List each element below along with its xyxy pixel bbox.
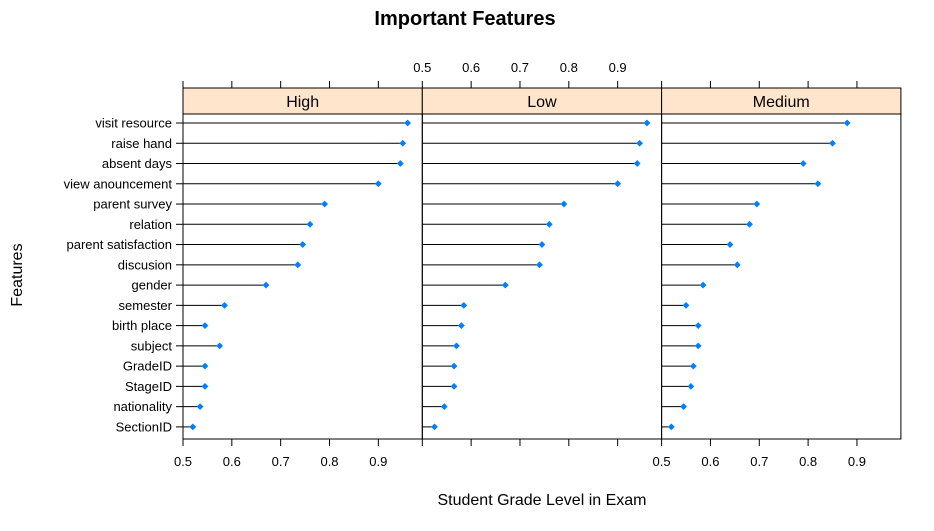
lollipop-point	[399, 139, 407, 147]
lollipop-point	[189, 423, 197, 431]
lollipop-point	[306, 220, 314, 228]
x-tick-label: 0.6	[462, 60, 480, 75]
lollipop-point	[460, 301, 468, 309]
panel-border	[182, 113, 423, 440]
feature-label: relation	[129, 217, 172, 232]
chart-title: Important Features	[374, 8, 555, 30]
x-tick-label: 0.7	[750, 454, 768, 469]
x-tick-label: 0.8	[320, 454, 338, 469]
x-tick-label: 0.5	[174, 454, 192, 469]
feature-label: absent days	[102, 156, 173, 171]
lollipop-point	[536, 261, 543, 269]
lollipop-point	[201, 382, 209, 390]
feature-label: subject	[131, 338, 173, 353]
x-tick-label: 0.7	[272, 454, 290, 469]
lollipop-point	[374, 180, 382, 188]
lollipop-point	[753, 200, 761, 208]
lollipop-point	[799, 160, 807, 167]
lollipop-point	[843, 119, 851, 127]
lollipop-point	[453, 342, 460, 350]
feature-label: GradeID	[123, 359, 172, 374]
lollipop-point	[680, 403, 687, 411]
lollipop-point	[299, 241, 307, 248]
lollipop-point	[201, 322, 209, 329]
lollipop-point	[457, 322, 465, 329]
lollipop-point	[694, 342, 702, 350]
panel-strip-label: Medium	[753, 94, 810, 111]
chart-marks: visit resource raise hand absent days view …	[64, 60, 902, 469]
lollipop-point	[404, 119, 412, 127]
lollipop-point	[201, 362, 209, 370]
lollipop-point	[689, 362, 697, 370]
feature-label: view anouncement	[64, 176, 173, 191]
lollipop-point	[262, 281, 270, 289]
lollipop-point	[450, 362, 458, 370]
feature-label: semester	[119, 298, 173, 313]
panel-strip	[661, 87, 902, 115]
x-tick-label: 0.7	[511, 60, 529, 75]
x-axis-title: Student Grade Level in Exam	[437, 492, 646, 509]
lollipop-point	[538, 241, 546, 248]
lollipop-point	[216, 342, 224, 350]
feature-label: discusion	[118, 257, 172, 272]
feature-label: StageID	[125, 379, 172, 394]
x-tick-label: 0.5	[653, 454, 671, 469]
x-tick-label: 0.9	[848, 454, 866, 469]
x-tick-label: 0.8	[799, 454, 817, 469]
lollipop-point	[396, 160, 404, 167]
feature-label: parent satisfaction	[66, 237, 172, 252]
lollipop-point	[321, 200, 329, 208]
panel-strip-label: High	[286, 94, 319, 111]
lollipop-point	[746, 220, 753, 228]
feature-label: SectionID	[116, 419, 172, 434]
feature-label: gender	[132, 278, 173, 293]
x-tick-label: 0.9	[609, 60, 627, 75]
feature-label: visit resource	[95, 116, 172, 131]
lollipop-point	[440, 403, 448, 411]
lollipop-point	[733, 261, 741, 269]
lollipop-point	[614, 180, 622, 188]
lollipop-point	[699, 281, 707, 289]
lollipop-point	[726, 241, 734, 248]
lollipop-point	[643, 119, 651, 127]
lollipop-point	[636, 139, 644, 147]
panel-border	[421, 113, 663, 440]
lollipop-point	[814, 180, 822, 188]
lollipop-point	[196, 403, 204, 411]
lollipop-point	[694, 322, 702, 329]
lollipop-point	[431, 423, 438, 431]
y-axis-title: Features	[9, 243, 26, 306]
lollipop-point	[545, 220, 553, 228]
feature-label: raise hand	[111, 136, 172, 151]
lollipop-point	[667, 423, 675, 431]
panel-strip-label: Low	[527, 94, 557, 111]
x-tick-label: 0.9	[369, 454, 387, 469]
lollipop-point	[829, 139, 836, 147]
x-tick-label: 0.8	[560, 60, 578, 75]
feature-label: nationality	[113, 399, 172, 414]
lollipop-point	[501, 281, 509, 289]
lollipop-point	[682, 301, 690, 309]
lollipop-point	[294, 261, 302, 269]
x-tick-label: 0.5	[413, 60, 431, 75]
panel-border	[661, 113, 902, 440]
feature-label: parent survey	[93, 197, 172, 212]
feature-label: birth place	[112, 318, 172, 333]
lollipop-point	[450, 382, 458, 390]
lollipop-point	[221, 301, 228, 309]
lollipop-point	[687, 382, 695, 390]
lollipop-point	[560, 200, 568, 208]
x-tick-label: 0.6	[223, 454, 241, 469]
lollipop-point	[633, 160, 641, 167]
x-tick-label: 0.6	[701, 454, 719, 469]
